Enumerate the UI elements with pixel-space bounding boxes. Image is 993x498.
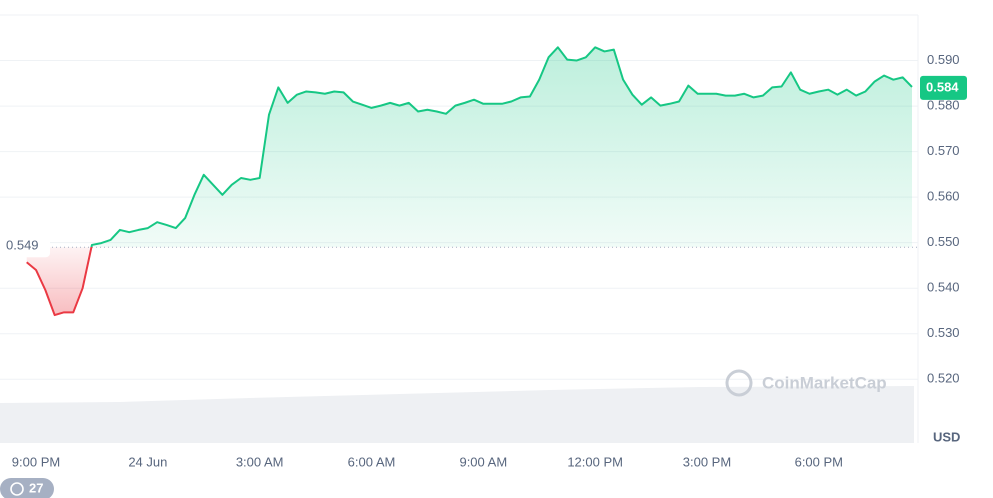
history-badge[interactable]: 27 [0, 478, 54, 498]
y-axis-unit: USD [933, 429, 960, 444]
y-tick-label: 0.590 [927, 52, 960, 67]
y-tick-label: 0.550 [927, 234, 960, 249]
x-tick-label: 3:00 AM [236, 454, 284, 469]
volume-area [0, 386, 914, 443]
badge-icon[interactable] [10, 482, 24, 496]
baseline-label-bg [0, 235, 50, 258]
y-tick-label: 0.570 [927, 143, 960, 158]
watermark-logo [725, 369, 753, 397]
y-tick-label: 0.520 [927, 371, 960, 386]
x-tick-label: 3:00 PM [683, 454, 731, 469]
last-price-label: 0.584 [926, 79, 959, 94]
price-area [26, 47, 912, 316]
badge-text[interactable]: 27 [29, 480, 43, 495]
watermark: CoinMarketCap [725, 369, 887, 397]
x-tick-label: 9:00 AM [459, 454, 507, 469]
y-tick-label: 0.530 [927, 325, 960, 340]
x-tick-label: 6:00 PM [795, 454, 843, 469]
y-tick-label: 0.540 [927, 280, 960, 295]
x-tick-label: 24 Jun [128, 454, 167, 469]
y-tick-label: 0.580 [927, 98, 960, 113]
baseline-label: 0.549 [6, 238, 39, 253]
x-tick-label: 9:00 PM [12, 454, 60, 469]
y-tick-label: 0.560 [927, 189, 960, 204]
watermark-text: CoinMarketCap [762, 373, 887, 392]
last-price-bg [920, 75, 967, 100]
x-tick-label: 6:00 AM [348, 454, 396, 469]
x-tick-label: 12:00 PM [567, 454, 623, 469]
badge-bg[interactable] [0, 478, 54, 498]
price-line [26, 46, 913, 317]
